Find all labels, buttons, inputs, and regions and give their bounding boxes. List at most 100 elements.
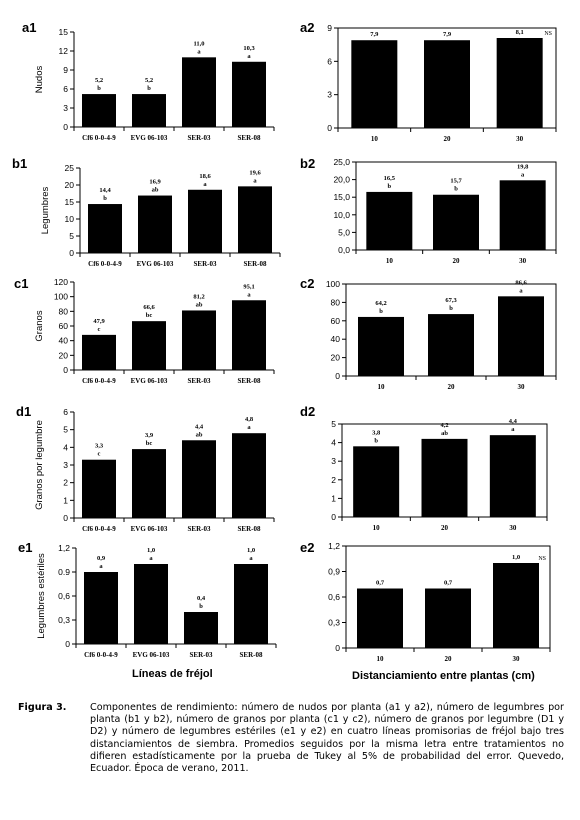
y-tick-label: 0 [327, 123, 332, 133]
significance-letter: c [98, 451, 101, 458]
y-tick-label: 60 [331, 316, 341, 326]
x-tick-label: EVG 06-103 [133, 651, 170, 659]
y-axis-title: Nudos [34, 66, 45, 94]
value-label: 4,4 [509, 418, 518, 425]
chart-svg-e2: 0 0,3 0,6 0,9 1,2 0,7 10 0,7 20 1,0 30 NS [328, 541, 551, 663]
panel-label-a1: a1 [22, 20, 37, 35]
y-tick-label: 0 [63, 513, 68, 523]
x-tick-label: 10 [371, 135, 379, 143]
y-tick-label: 9 [63, 65, 68, 75]
x-tick-label: EVG 06-103 [131, 525, 168, 533]
x-tick-label: SER-08 [240, 651, 263, 659]
x-tick-label: 20 [453, 257, 461, 265]
y-tick-label: 0 [65, 639, 70, 649]
value-label: 5,2 [95, 77, 103, 84]
value-label: 7,9 [370, 31, 379, 38]
bar [358, 316, 404, 376]
significance-letter: b [147, 85, 151, 92]
x-tick-label: SER-08 [238, 525, 261, 533]
ns-note: NS [544, 31, 552, 37]
significance-letter: a [197, 48, 201, 55]
y-tick-label: 60 [59, 321, 69, 331]
y-tick-label: 10,0 [333, 210, 350, 220]
y-tick-label: 9 [327, 23, 332, 33]
significance-letter: b [199, 603, 203, 610]
value-label: 4,2 [440, 422, 448, 429]
x-axis-title-e1: Líneas de fréjol [132, 668, 213, 680]
value-label: 1,0 [147, 547, 155, 554]
y-tick-label: 5 [63, 425, 68, 435]
x-axis-title-e2: Distanciamiento entre plantas (cm) [352, 670, 535, 682]
x-tick-label: 10 [386, 257, 394, 265]
panel-label-c2: c2 [300, 276, 315, 291]
y-tick-label: 100 [54, 292, 68, 302]
y-tick-label: 3 [327, 90, 332, 100]
bar [232, 61, 266, 128]
bar [238, 186, 272, 253]
value-label: 10,3 [243, 45, 255, 52]
significance-letter: b [103, 195, 107, 202]
y-tick-label: 15 [65, 197, 75, 207]
y-axis-title: Legumbres estériles [36, 553, 47, 639]
y-tick-label: 20 [65, 180, 75, 190]
bar [184, 612, 218, 644]
y-tick-label: 10 [65, 214, 75, 224]
y-tick-label: 4 [331, 438, 336, 448]
panel-label-e2: e2 [300, 540, 315, 555]
significance-letter: a [521, 171, 525, 178]
y-tick-label: 1 [331, 493, 336, 503]
bar [182, 310, 216, 370]
y-tick-label: 80 [59, 306, 69, 316]
bar [134, 564, 168, 644]
significance-letter: a [249, 555, 253, 562]
chart-panel-a2: 0 3 6 9 7,9 10 7,9 20 8,1 30 NS [327, 23, 557, 143]
significance-letter: bc [146, 312, 153, 319]
bar [182, 440, 216, 518]
bar [82, 94, 116, 127]
y-tick-label: 1 [63, 495, 68, 505]
value-label: 11,0 [193, 40, 204, 47]
y-tick-label: 0 [335, 643, 340, 653]
bar [498, 296, 544, 376]
y-tick-label: 6 [63, 84, 68, 94]
y-tick-label: 20 [331, 353, 341, 363]
x-tick-label: Cf6 0-0-4-9 [82, 525, 116, 533]
bar [493, 563, 539, 648]
y-tick-label: 25 [65, 163, 75, 173]
y-tick-label: 0,6 [328, 592, 340, 602]
significance-letter: ab [441, 430, 448, 437]
bar [489, 435, 536, 517]
bar [138, 195, 172, 253]
x-tick-label: EVG 06-103 [131, 134, 168, 142]
value-label: 86,6 [515, 279, 527, 286]
y-tick-label: 2 [331, 475, 336, 485]
y-tick-label: 0,9 [328, 567, 340, 577]
chart-svg-d2: 0 1 2 3 4 5 3,8b 10 4,2ab 20 4,4a 30 [331, 418, 548, 532]
x-tick-label: 30 [519, 257, 527, 265]
chart-panel-c1: 0 20 40 60 80 100 120 47,9 c Cf6 0-0-4-9 66,6 bc EVG… [34, 277, 275, 385]
value-label: 47,9 [93, 318, 105, 325]
y-tick-label: 0,6 [58, 591, 70, 601]
bar [82, 334, 116, 370]
y-tick-label: 0,3 [328, 618, 340, 628]
chart-panel-d2: 0 1 2 3 4 5 3,8 b 10 4,2 ab 20 4,4 a 30 [331, 418, 548, 532]
x-tick-label: 30 [516, 135, 524, 143]
x-tick-label: SER-08 [244, 260, 267, 268]
y-tick-label: 0 [331, 512, 336, 522]
y-tick-label: 3 [63, 103, 68, 113]
y-tick-label: 6 [327, 56, 332, 66]
value-label: 3,8 [372, 429, 381, 436]
x-tick-label: 30 [518, 383, 526, 391]
y-tick-label: 40 [331, 334, 341, 344]
chart-svg-d1: 0 1 2 3 4 5 6 3,3c Cf6 0-0-4-9 3,9bc EVG 06-103 4,4… [34, 407, 275, 533]
chart-svg-b1: 0 5 10 15 20 25 14,4b Cf6 0-0-4-9 16,9ab EVG 06-1… [40, 163, 281, 268]
y-tick-label: 25,0 [333, 157, 350, 167]
bar [499, 180, 546, 250]
value-label: 16,5 [384, 175, 396, 182]
caption-text: Componentes de rendimiento: número de nu… [90, 702, 564, 775]
significance-letter: b [374, 437, 378, 444]
panel-label-e1: e1 [18, 540, 33, 555]
significance-letter: a [99, 563, 103, 570]
x-tick-label: EVG 06-103 [131, 377, 168, 385]
